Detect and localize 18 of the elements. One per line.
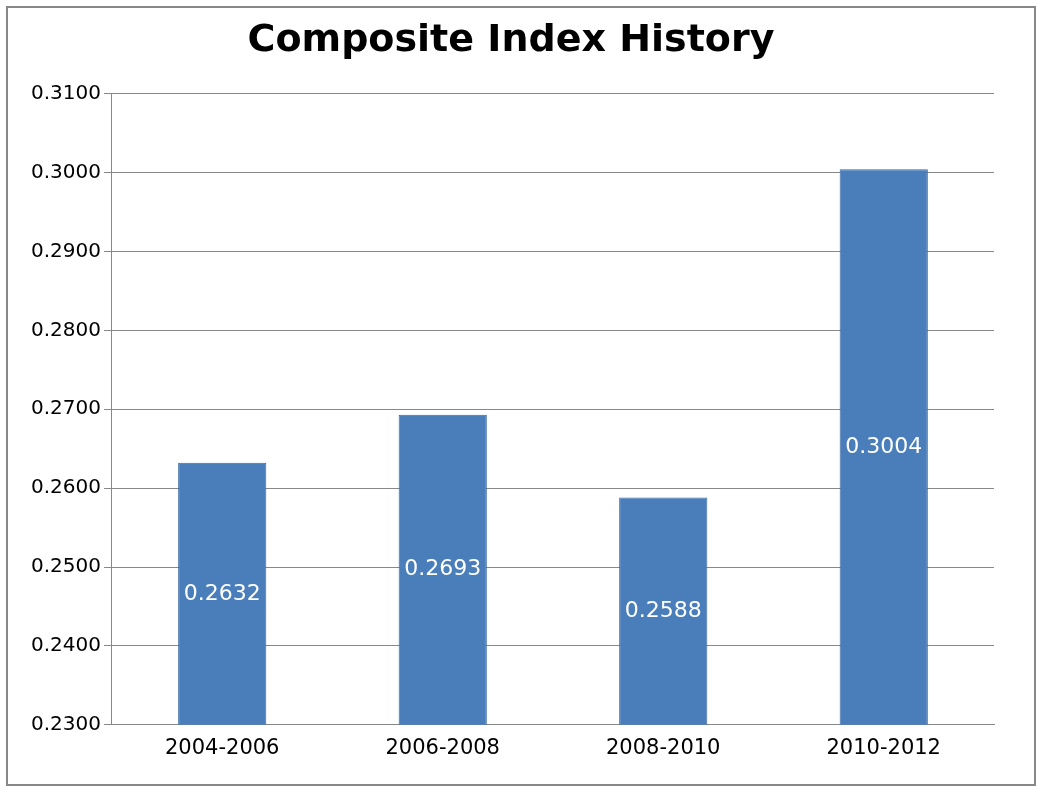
x-tick-label: 2008-2010 [606,734,721,759]
y-tick-label: 0.2800 [31,316,101,341]
y-tick-label: 0.2600 [31,474,101,499]
data-label: 0.2632 [183,579,261,605]
x-tick-label: 2004-2006 [165,734,280,759]
chart-title: Composite Index History [247,15,775,60]
y-tick-label: 0.3000 [31,158,101,183]
y-tick-label: 0.2900 [31,237,101,262]
y-tick-label: 0.2300 [31,711,101,735]
x-tick-label: 2006-2008 [385,734,500,759]
y-tick-label: 0.2500 [31,553,101,578]
y-tick-label: 0.3100 [31,79,101,104]
data-label: 0.2588 [624,596,702,622]
y-tick-label: 0.2400 [31,632,101,657]
y-tick-label: 0.2700 [31,395,101,420]
data-label: 0.2693 [404,555,482,581]
data-label: 0.3004 [845,432,923,458]
x-tick-label: 2010-2012 [826,734,941,759]
